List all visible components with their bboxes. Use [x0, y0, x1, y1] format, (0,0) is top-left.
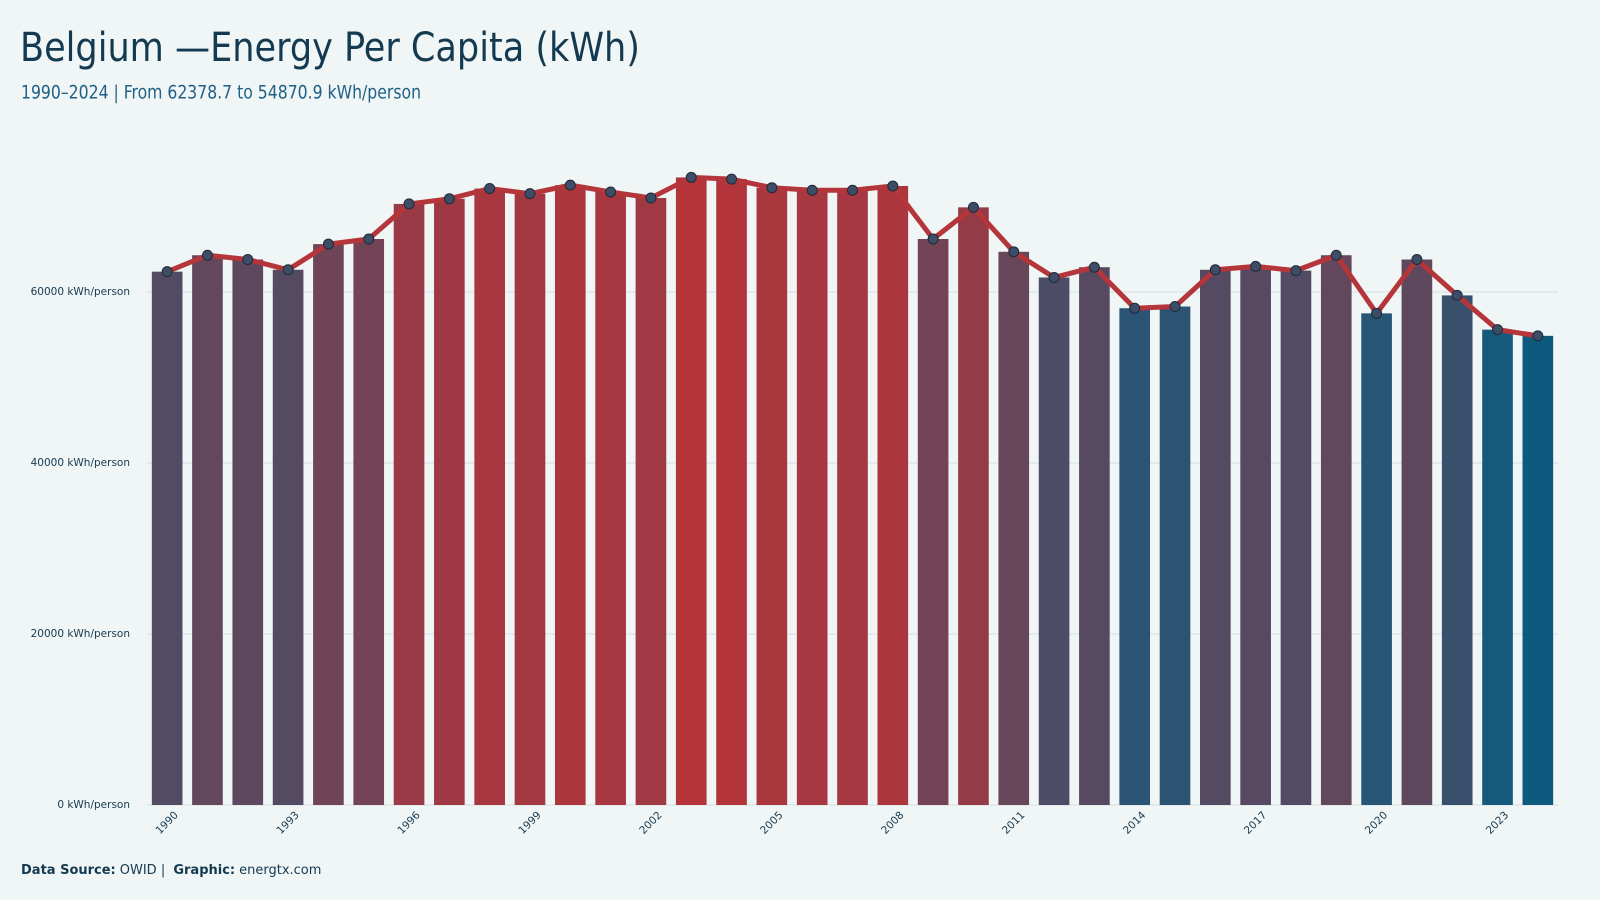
x-tick-label: 2005: [758, 809, 785, 836]
bar: [1522, 335, 1554, 805]
x-tick-label: 1999: [516, 809, 543, 836]
x-tick-label: 2002: [637, 809, 664, 836]
footer-part: Data Source:: [21, 863, 116, 878]
bar: [434, 198, 465, 805]
x-tick-label: 2020: [1363, 809, 1390, 836]
bar: [917, 238, 949, 806]
line-marker: [1048, 271, 1060, 283]
bar: [1320, 255, 1352, 806]
bar: [474, 188, 505, 806]
bar: [756, 187, 788, 805]
bar: [151, 271, 183, 805]
bar: [353, 238, 385, 806]
line-marker: [201, 249, 213, 261]
bar: [1159, 306, 1191, 805]
x-tick-label: 2017: [1242, 809, 1269, 836]
bar: [393, 203, 425, 805]
bar: [514, 193, 546, 806]
line-marker: [1330, 249, 1342, 261]
bar: [877, 185, 909, 806]
line-marker: [242, 254, 254, 266]
footer-part: OWID |: [120, 863, 170, 878]
line-marker: [1008, 246, 1020, 258]
line-marker: [726, 173, 738, 185]
line-marker: [1250, 260, 1262, 272]
line-marker: [1451, 289, 1463, 301]
bar: [635, 197, 667, 805]
bar: [1280, 270, 1312, 805]
y-tick-label: 60000 kWh/person: [31, 286, 130, 298]
line-marker: [645, 192, 657, 204]
bar: [192, 255, 223, 806]
bar: [313, 244, 344, 805]
chart-title: Belgium —Energy Per Capita (kWh): [20, 25, 640, 71]
line-marker: [1492, 324, 1504, 336]
x-tick-label: 2023: [1484, 809, 1511, 836]
line-marker: [806, 184, 818, 196]
bar: [1441, 295, 1473, 805]
y-tick-label: 20000 kWh/person: [31, 628, 130, 640]
footer: Data Source: OWID | Graphic: energtx.com: [21, 863, 321, 878]
y-tick-label: 40000 kWh/person: [31, 457, 130, 469]
bar: [1079, 267, 1110, 806]
line-marker: [1209, 264, 1221, 276]
bar: [595, 191, 626, 806]
line-marker: [1411, 254, 1423, 266]
bar: [554, 185, 586, 805]
line-marker: [967, 201, 979, 213]
line-marker: [1371, 307, 1383, 319]
x-tick-label: 2014: [1121, 809, 1149, 837]
bar: [1038, 277, 1070, 806]
bar: [1401, 259, 1433, 805]
line-marker: [1532, 330, 1544, 342]
line-marker: [847, 184, 858, 196]
bar: [958, 207, 989, 806]
line-marker: [927, 233, 939, 245]
bar: [232, 259, 264, 805]
x-tick-label: 1996: [395, 809, 423, 837]
bar: [1361, 313, 1392, 805]
bar: [1240, 266, 1271, 806]
bar: [675, 177, 707, 805]
line-marker: [1169, 301, 1181, 313]
footer-part: Graphic:: [173, 863, 235, 878]
line-marker: [322, 238, 334, 250]
line-marker: [887, 180, 899, 192]
y-tick-label: 0 kWh/person: [57, 799, 130, 811]
x-tick-label: 2008: [879, 809, 906, 836]
bar: [998, 251, 1030, 805]
line-marker: [1088, 261, 1100, 273]
line-marker: [443, 193, 455, 205]
bar: [1119, 308, 1151, 805]
line-marker: [524, 188, 536, 200]
line-marker: [685, 171, 697, 183]
line-marker: [363, 233, 375, 245]
x-tick-label: 1990: [153, 809, 180, 836]
x-tick-label: 1993: [274, 809, 301, 836]
line-marker: [1290, 265, 1302, 277]
bar: [796, 190, 828, 805]
x-tick-label: 2011: [1000, 809, 1027, 836]
line-marker: [564, 179, 576, 191]
bar: [1200, 269, 1231, 805]
line-marker: [484, 183, 496, 195]
chart-subtitle: 1990–2024 | From 62378.7 to 54870.9 kWh/…: [21, 82, 421, 104]
bar: [716, 179, 747, 805]
line-marker: [403, 198, 415, 210]
bar: [272, 269, 304, 805]
line-marker: [605, 186, 617, 198]
bar: [1482, 329, 1513, 805]
bar: [837, 190, 868, 805]
line-marker: [1129, 302, 1141, 314]
line-marker: [161, 266, 173, 278]
line-marker: [766, 182, 778, 194]
footer-part: energtx.com: [239, 863, 321, 878]
line-marker: [282, 264, 294, 276]
